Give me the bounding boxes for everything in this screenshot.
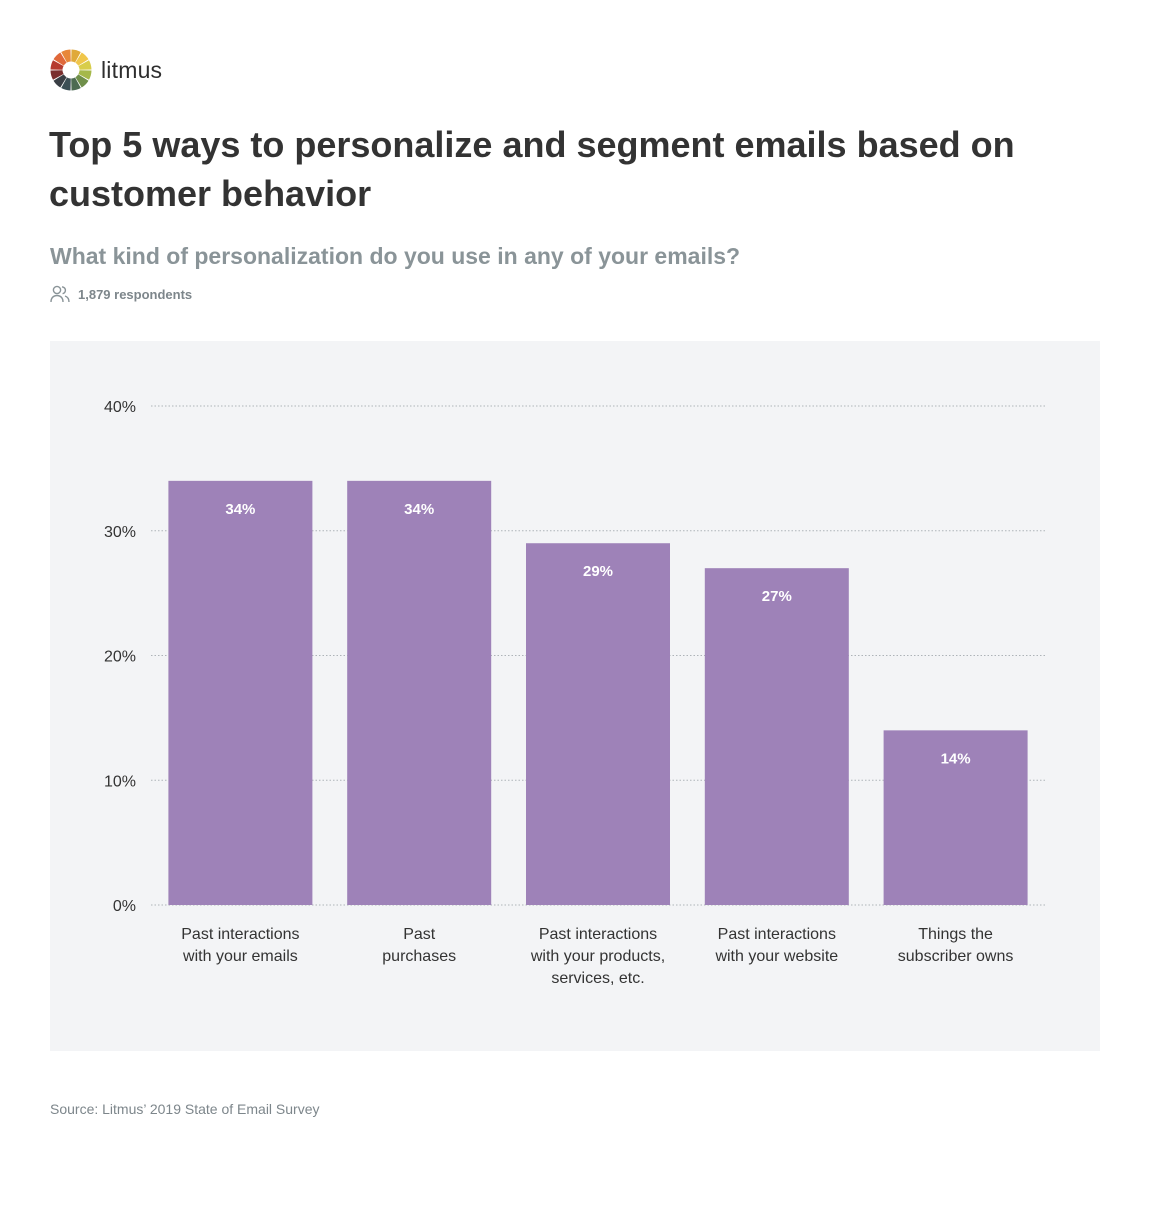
chart-subtitle: What kind of personalization do you use … [50,243,741,269]
logo-segment [50,70,64,80]
y-tick-label: 40% [104,399,136,416]
y-tick-label: 20% [104,649,136,666]
chart-panel: 0% 10% 20% 30% 40% 34% Past interactions with y… [50,341,1100,1051]
bar [526,543,670,905]
logo-segment [53,74,67,88]
bar [704,568,849,905]
x-tick-label: Past interactions with your website [714,926,838,965]
y-tick-label: 10% [104,773,136,790]
source-note: Source: Litmus’ 2019 State of Email Surv… [50,1101,320,1117]
x-tick-label: Past purchases [382,926,456,965]
logo-segment [75,74,89,88]
users-icon [50,285,70,303]
litmus-color-wheel-icon [50,49,92,91]
data-label: 29% [583,563,613,580]
bar [347,480,492,905]
y-tick-label: 0% [113,898,136,915]
respondents-text: 1,879 respondents [78,286,193,302]
chart-title: Top 5 ways to personalize and segment em… [49,124,1015,214]
bar [883,730,1028,905]
data-label: 27% [762,588,792,605]
bar [168,480,313,905]
logo-segment [53,52,67,66]
logo-segment [78,70,92,80]
logo-segment [50,60,64,70]
x-tick-label: Past interactions with your products, serv… [530,926,665,987]
bar-chart: 0% 10% 20% 30% 40% 34% Past interactions with y… [104,399,1045,987]
data-label: 34% [404,501,434,518]
y-tick-label: 30% [104,524,136,541]
data-label: 34% [225,501,255,518]
logo-segment [78,60,92,70]
brand[interactable]: litmus [50,49,162,91]
logo-segment [75,52,89,66]
x-tick-label: Things the subscriber owns [898,926,1014,965]
logo-segment [71,77,81,91]
x-tick-label: Past interactions with your emails [181,926,299,965]
brand-name: litmus [101,56,163,83]
logo-segment [71,49,81,63]
data-label: 14% [941,750,971,767]
logo-segment [61,49,71,63]
logo-segment [61,77,71,91]
respondents-count: 1,879 respondents [50,284,192,304]
